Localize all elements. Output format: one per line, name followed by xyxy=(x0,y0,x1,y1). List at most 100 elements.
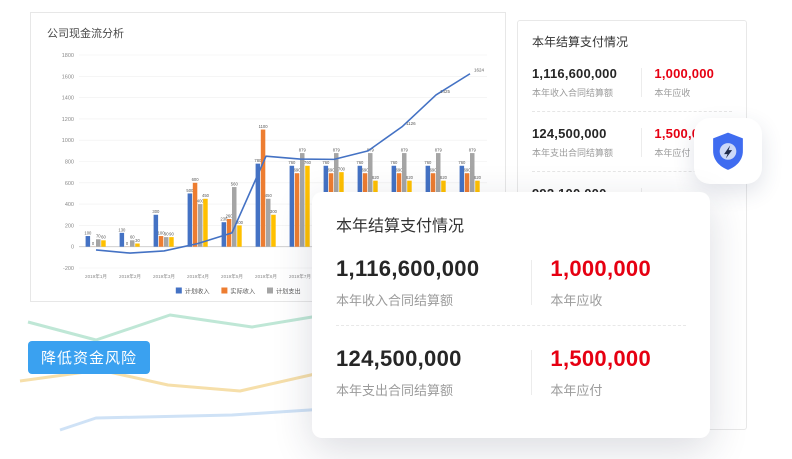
popup-expense-settled-label: 本年支出合同结算额 xyxy=(336,383,454,398)
svg-text:1000: 1000 xyxy=(62,138,74,144)
svg-text:620: 620 xyxy=(440,175,448,180)
svg-text:1800: 1800 xyxy=(62,53,74,59)
svg-text:-200: -200 xyxy=(63,266,74,272)
svg-text:2019年5月: 2019年5月 xyxy=(221,273,243,280)
column-divider xyxy=(531,260,533,305)
svg-text:400: 400 xyxy=(197,199,205,204)
svg-text:879: 879 xyxy=(435,147,443,152)
svg-text:实际收入: 实际收入 xyxy=(230,287,255,295)
svg-text:60: 60 xyxy=(101,235,106,240)
svg-text:130: 130 xyxy=(118,227,126,232)
svg-text:450: 450 xyxy=(202,193,210,198)
svg-text:760: 760 xyxy=(458,160,466,165)
column-divider xyxy=(641,128,643,157)
risk-reduction-badge[interactable]: 降低资金风险 xyxy=(28,341,151,374)
svg-text:690: 690 xyxy=(464,168,472,173)
svg-text:560: 560 xyxy=(231,181,239,186)
svg-text:230: 230 xyxy=(220,217,228,222)
svg-text:690: 690 xyxy=(396,168,404,173)
svg-text:1200: 1200 xyxy=(62,117,74,123)
svg-text:100: 100 xyxy=(158,230,166,235)
income-settled-value: 1,116,600,000 xyxy=(532,66,618,81)
svg-text:620: 620 xyxy=(372,175,380,180)
svg-text:90: 90 xyxy=(169,232,174,237)
svg-text:30: 30 xyxy=(135,238,140,243)
summary-panel-title: 本年结算支付情况 xyxy=(532,35,629,49)
svg-text:760: 760 xyxy=(356,160,364,165)
svg-text:690: 690 xyxy=(328,168,336,173)
svg-text:879: 879 xyxy=(401,147,409,152)
svg-text:1126: 1126 xyxy=(406,121,416,126)
settlement-popup: 本年结算支付情况 1,116,600,000 本年收入合同结算额 1,000,0… xyxy=(312,192,710,438)
svg-text:450: 450 xyxy=(265,193,273,198)
security-shield-card[interactable] xyxy=(694,118,762,184)
summary-row-income: 1,116,600,000 本年收入合同结算额 1,000,000 本年应收 xyxy=(532,62,732,109)
svg-text:260: 260 xyxy=(226,213,234,218)
svg-text:70: 70 xyxy=(96,234,101,239)
column-divider xyxy=(641,68,643,97)
column-divider xyxy=(531,350,533,395)
svg-text:879: 879 xyxy=(333,147,341,152)
popup-row-expense: 124,500,000 本年支出合同结算额 1,500,000 本年应付 xyxy=(336,342,686,413)
svg-text:0: 0 xyxy=(71,245,74,251)
popup-expense-settled-value: 124,500,000 xyxy=(336,346,462,371)
svg-text:760: 760 xyxy=(288,160,296,165)
svg-text:0: 0 xyxy=(126,241,129,246)
svg-text:100: 100 xyxy=(84,230,92,235)
svg-text:2019年2月: 2019年2月 xyxy=(119,273,141,280)
svg-text:620: 620 xyxy=(406,175,414,180)
svg-text:760: 760 xyxy=(304,160,312,165)
svg-text:90: 90 xyxy=(164,232,169,237)
svg-text:690: 690 xyxy=(362,168,370,173)
svg-text:780: 780 xyxy=(254,158,262,163)
svg-text:2019年3月: 2019年3月 xyxy=(153,273,175,280)
svg-text:2019年1月: 2019年1月 xyxy=(85,273,107,280)
svg-text:600: 600 xyxy=(192,177,200,182)
chart-title: 公司现金流分析 xyxy=(47,28,124,40)
popup-receivable-label: 本年应收 xyxy=(550,293,603,308)
svg-text:300: 300 xyxy=(152,209,160,214)
dashed-divider xyxy=(336,325,686,326)
svg-text:500: 500 xyxy=(186,188,194,193)
svg-text:200: 200 xyxy=(65,223,74,229)
svg-text:2019年4月: 2019年4月 xyxy=(187,273,209,280)
svg-text:879: 879 xyxy=(367,147,375,152)
svg-text:1100: 1100 xyxy=(259,124,269,129)
svg-text:700: 700 xyxy=(338,167,346,172)
svg-text:760: 760 xyxy=(424,160,432,165)
svg-text:600: 600 xyxy=(65,181,74,187)
dashed-divider xyxy=(532,111,732,112)
payable-label: 本年应付 xyxy=(654,148,691,158)
svg-text:2019年6月: 2019年6月 xyxy=(255,273,277,280)
income-settled-label: 本年收入合同结算额 xyxy=(532,88,614,98)
svg-text:60: 60 xyxy=(130,235,135,240)
svg-text:1600: 1600 xyxy=(62,74,74,80)
svg-text:1425: 1425 xyxy=(440,89,451,94)
receivable-value: 1,000,000 xyxy=(654,66,715,81)
svg-text:计划支出: 计划支出 xyxy=(276,287,301,295)
svg-text:200: 200 xyxy=(236,220,244,225)
svg-text:620: 620 xyxy=(474,175,482,180)
svg-text:879: 879 xyxy=(469,147,477,152)
popup-row-income: 1,116,600,000 本年收入合同结算额 1,000,000 本年应收 xyxy=(336,252,686,323)
svg-text:2019年7月: 2019年7月 xyxy=(289,273,311,280)
svg-text:760: 760 xyxy=(322,160,330,165)
popup-income-settled-value: 1,116,600,000 xyxy=(336,256,480,281)
svg-text:300: 300 xyxy=(270,209,278,214)
dashed-divider xyxy=(532,171,732,172)
expense-settled-value: 124,500,000 xyxy=(532,126,607,141)
popup-receivable-value: 1,000,000 xyxy=(550,256,651,281)
popup-payable-value: 1,500,000 xyxy=(550,346,651,371)
popup-income-settled-label: 本年收入合同结算额 xyxy=(336,293,454,308)
popup-title: 本年结算支付情况 xyxy=(336,218,465,235)
decor-line-teal xyxy=(27,313,319,342)
svg-text:400: 400 xyxy=(65,202,74,208)
svg-text:690: 690 xyxy=(430,168,438,173)
svg-text:800: 800 xyxy=(65,160,74,166)
svg-text:760: 760 xyxy=(390,160,398,165)
popup-payable-label: 本年应付 xyxy=(550,383,603,398)
cashflow-chart-card: 公司现金流分析 -200 0 200 400 600 800 1000 1200 1400 160… xyxy=(30,12,506,302)
expense-settled-label: 本年支出合同结算额 xyxy=(532,148,614,158)
svg-text:1624: 1624 xyxy=(474,68,485,73)
